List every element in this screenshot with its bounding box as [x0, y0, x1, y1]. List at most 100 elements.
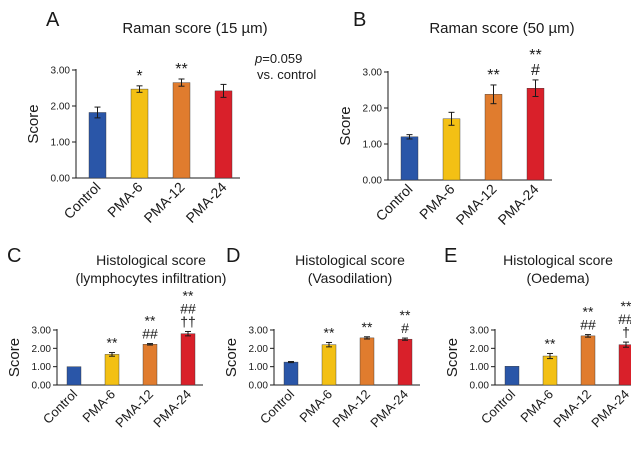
bar-pma-6 [442, 118, 461, 181]
significance-mark: # [401, 320, 409, 336]
y-tick-label: 2.00 [51, 102, 71, 113]
y-tick-label: 2.00 [470, 344, 490, 355]
bar-control [504, 366, 520, 386]
x-tick-label: PMA-24 [495, 181, 542, 228]
p-value-note-line2: vs. control [257, 67, 316, 82]
bar-pma-24 [526, 87, 545, 181]
significance-mark: ** [487, 67, 499, 84]
x-tick-label: PMA-12 [112, 387, 156, 431]
bar-pma-24 [397, 338, 413, 386]
chart-title: Histological score [96, 252, 206, 268]
y-tick-label: 0.00 [32, 381, 52, 392]
y-tick-label: 2.00 [363, 104, 383, 115]
x-tick-label: Control [478, 386, 518, 426]
y-axis-label: Score [25, 104, 42, 143]
significance-mark: ** [400, 307, 411, 323]
x-tick-label: PMA-24 [150, 387, 194, 431]
panel-c: C Histological score (lymphocytes infiltra… [6, 245, 226, 430]
significance-mark: ** [529, 47, 541, 64]
significance-mark: * [136, 68, 142, 85]
bar-pma-12 [359, 337, 375, 386]
bar-pma-12 [580, 335, 596, 386]
x-tick-label: PMA-12 [141, 179, 188, 226]
x-tick-label: PMA-6 [104, 179, 146, 221]
chart-subtitle: (Vasodilation) [308, 270, 393, 286]
y-tick-label: 1.00 [249, 362, 269, 373]
x-tick-label: PMA-24 [367, 387, 411, 431]
bar-pma-12 [484, 94, 503, 181]
significance-mark: ## [618, 311, 631, 327]
panel-letter: D [226, 245, 240, 267]
x-tick-label: PMA-12 [453, 181, 500, 228]
y-tick-label: 1.00 [32, 362, 52, 373]
y-tick-label: 1.00 [470, 362, 490, 373]
significance-mark: ** [583, 304, 594, 320]
panel-a: A Raman score (15 µm) 0.00 1.00 2.00 3.00 Scor… [25, 9, 316, 226]
significance-mark: ## [142, 326, 158, 342]
y-tick-label: 3.00 [470, 326, 490, 337]
y-axis-label: Score [444, 338, 461, 377]
y-tick-label: 1.00 [51, 138, 71, 149]
bar-pma-6 [321, 344, 337, 386]
y-tick-label: 3.00 [363, 68, 383, 79]
x-tick-label: Control [40, 386, 80, 426]
significance-mark: ** [183, 287, 194, 303]
panel-letter: C [7, 245, 21, 267]
chart-title: Histological score [503, 252, 613, 268]
panel-letter: A [46, 9, 60, 31]
p-label: p [254, 51, 262, 66]
bar-pma-12 [172, 82, 191, 179]
chart-subtitle: (lymphocytes infiltration) [76, 270, 227, 286]
bar-pma-24 [180, 333, 196, 386]
panel-e: E Histological score (Oedema) 0.00 1.00 2.00 3… [444, 245, 631, 430]
significance-mark: †† [180, 313, 196, 329]
bar-pma-24 [214, 90, 233, 179]
bar-pma-6 [130, 88, 149, 179]
x-tick-label: PMA-12 [329, 387, 373, 431]
significance-mark: † [622, 324, 630, 340]
chart-title: Histological score [295, 252, 405, 268]
p-value: =0.059 [262, 51, 302, 66]
y-tick-label: 0.00 [249, 381, 269, 392]
y-axis-label: Score [223, 338, 240, 377]
bar-pma-6 [104, 354, 120, 386]
significance-mark: ** [324, 324, 335, 340]
bar-control [66, 366, 82, 386]
significance-mark: ** [175, 61, 187, 78]
bar-pma-6 [542, 355, 558, 386]
significance-mark: ## [180, 300, 196, 316]
x-tick-label: Control [257, 386, 297, 426]
panel-b: B Raman score (50 µm) 0.00 1.00 2.00 3.00 Scor… [337, 9, 575, 228]
significance-mark: # [531, 62, 540, 79]
y-tick-label: 0.00 [470, 381, 490, 392]
y-tick-label: 3.00 [51, 66, 71, 77]
y-axis-label: Score [337, 106, 354, 145]
y-tick-label: 2.00 [32, 344, 52, 355]
bar-control [88, 112, 107, 179]
significance-mark: ** [621, 298, 631, 314]
x-tick-label: PMA-24 [183, 179, 230, 226]
significance-mark: ## [580, 317, 596, 333]
y-tick-label: 2.00 [249, 344, 269, 355]
y-tick-label: 0.00 [363, 176, 383, 187]
panel-d: D Histological score (Vasodilation) 0.00 1.0… [223, 245, 420, 430]
chart-subtitle: (Oedema) [526, 270, 589, 286]
significance-mark: ** [145, 313, 156, 329]
y-tick-label: 0.00 [51, 174, 71, 185]
p-value-note: p=0.059 [254, 51, 302, 66]
y-tick-label: 3.00 [249, 326, 269, 337]
panel-letter: B [353, 9, 366, 31]
x-tick-label: Control [60, 179, 103, 222]
y-tick-label: 3.00 [32, 326, 52, 337]
significance-mark: ** [107, 335, 118, 351]
y-axis-label: Score [6, 338, 23, 377]
panel-letter: E [444, 245, 457, 267]
significance-mark: ** [545, 335, 556, 351]
bar-control [283, 361, 299, 386]
bar-control [400, 136, 419, 181]
x-tick-label: PMA-6 [416, 181, 458, 223]
bar-pma-12 [142, 344, 158, 386]
x-tick-label: PMA-12 [550, 387, 594, 431]
x-tick-label: PMA-24 [588, 387, 631, 431]
